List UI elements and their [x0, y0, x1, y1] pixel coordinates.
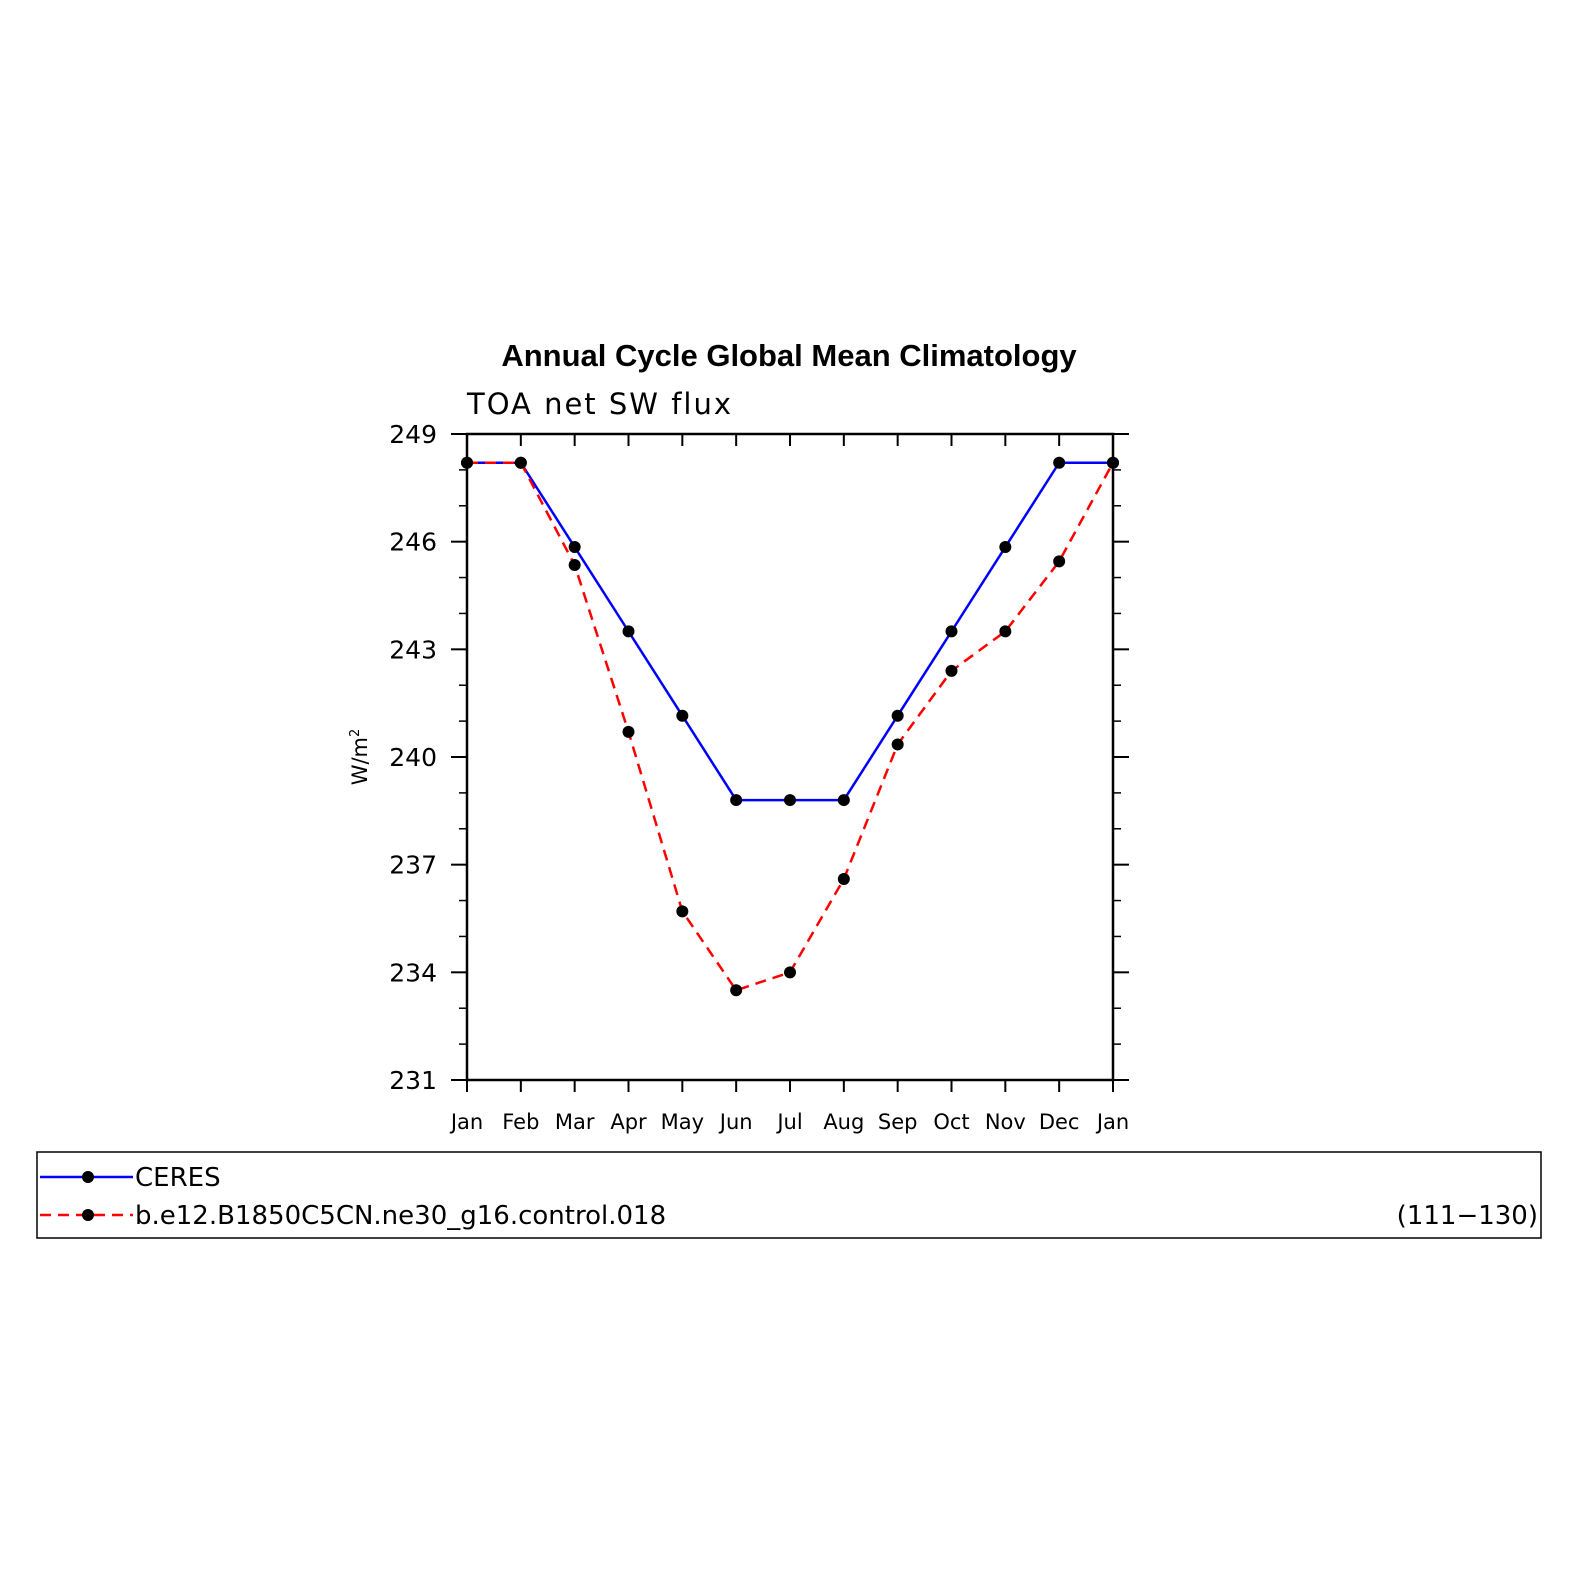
x-tick-label: Aug [823, 1110, 864, 1134]
legend-marker [82, 1209, 94, 1221]
series-2 [461, 456, 1119, 997]
x-tick-label: Apr [610, 1110, 647, 1134]
series-layer [461, 456, 1119, 997]
legend-marker [82, 1171, 94, 1183]
chart-subtitle: TOA net SW flux [466, 387, 733, 421]
data-point [999, 541, 1012, 554]
series-1 [461, 456, 1119, 807]
y-tick-label: 240 [389, 743, 437, 772]
data-point [568, 558, 581, 571]
x-tick-label: Dec [1039, 1110, 1080, 1134]
data-point [837, 873, 850, 886]
y-axis-label: W/m2 [348, 729, 372, 786]
series-line [467, 461, 1113, 802]
y-axis-label-superscript: 2 [348, 729, 363, 737]
legend-box [36, 1151, 1542, 1239]
data-point [622, 625, 635, 638]
data-point [514, 456, 527, 469]
legend-note: (111−130) [1397, 1201, 1538, 1231]
data-point [1053, 555, 1066, 568]
legend-label: CERES [135, 1163, 221, 1193]
data-point [999, 625, 1012, 638]
x-tick-label: Sep [878, 1110, 918, 1134]
y-tick-label: 246 [389, 528, 437, 557]
legend: CERES b.e12.B1850C5CN.ne30_g16.control.01… [36, 1151, 1542, 1239]
x-tick-label: Mar [555, 1110, 595, 1134]
data-point [945, 625, 958, 638]
data-point [784, 794, 796, 807]
y-tick-label: 237 [389, 851, 437, 880]
data-point [676, 709, 689, 722]
y-tick-label: 231 [389, 1066, 437, 1095]
chart-title: Annual Cycle Global Mean Climatology [501, 338, 1077, 373]
data-point [784, 966, 796, 979]
data-point [622, 725, 635, 738]
data-point [1107, 456, 1119, 469]
x-tick-label: Jan [449, 1110, 483, 1134]
x-tick-label: Feb [502, 1110, 539, 1134]
y-axis-label-text: W/m [348, 737, 372, 785]
x-tick-label: Nov [985, 1110, 1026, 1134]
data-point [891, 709, 904, 722]
x-tick-label: Jan [1095, 1110, 1129, 1134]
axes: Jan Feb Mar Apr May Jun Jul Aug Sep Oct Nov Dec Jan 2… [389, 420, 1129, 1134]
data-point [568, 541, 581, 554]
series-line [467, 461, 1115, 992]
x-tick-label: Jul [775, 1110, 802, 1134]
y-tick-label: 243 [389, 635, 437, 664]
x-tick-label: Oct [933, 1110, 969, 1134]
x-tick-label: Jun [718, 1110, 753, 1134]
data-point [1053, 456, 1066, 469]
data-point [676, 905, 689, 918]
data-point [730, 794, 743, 807]
legend-label: b.e12.B1850C5CN.ne30_g16.control.018 [135, 1201, 666, 1231]
data-point [461, 456, 473, 469]
data-point [837, 794, 850, 807]
y-tick-label: 234 [389, 958, 437, 987]
data-point [891, 738, 904, 751]
data-point [730, 984, 743, 997]
y-tick-label: 249 [389, 420, 437, 449]
data-point [945, 664, 958, 677]
x-tick-label: May [661, 1110, 704, 1134]
